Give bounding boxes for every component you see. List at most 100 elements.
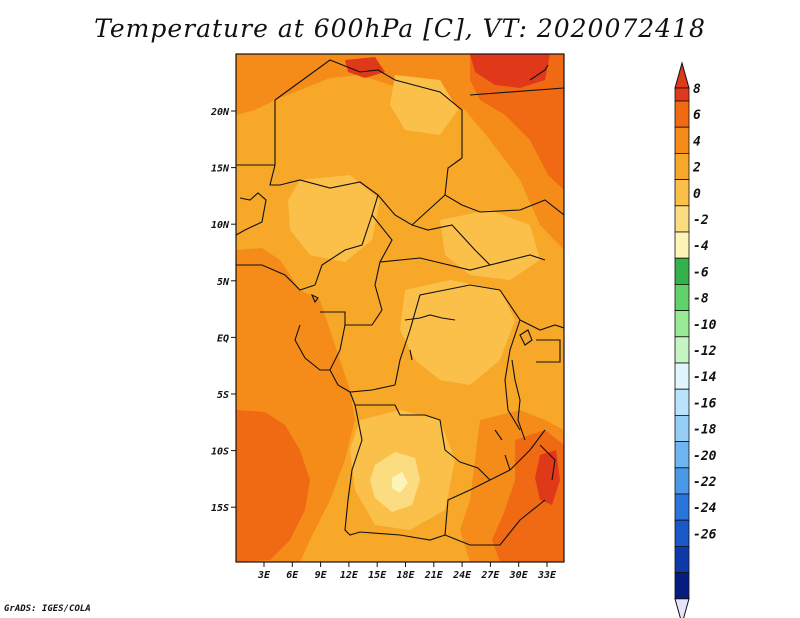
lon-tick-label: 18E (396, 570, 415, 581)
lake-3 (310, 293, 319, 304)
lat-tick-label: 15S (211, 503, 229, 514)
border-13 (394, 284, 501, 386)
latitude-ticks: 20N 15N 10N 5N EQ 5S 10S 15S (210, 107, 236, 514)
colorbar-swatch (674, 414, 690, 442)
colorbar-swatch (674, 388, 690, 416)
colorbar-label: -12 (693, 344, 717, 359)
river-3 (494, 429, 503, 441)
lat-tick-label: 15N (211, 164, 230, 175)
colorbar-label: 2 (692, 161, 701, 176)
colorbar-swatch (674, 231, 690, 259)
field-warm-southwest (236, 410, 310, 562)
field-cool-congo (400, 280, 515, 385)
lat-tick-label: 5S (217, 390, 229, 401)
colorbar-swatch (674, 283, 690, 311)
river-1 (409, 349, 413, 361)
border-19 (444, 499, 546, 546)
border-3 (444, 157, 564, 216)
border-10 (236, 192, 267, 236)
border-18 (459, 461, 491, 481)
colorbar-swatch (674, 257, 690, 285)
country-borders (236, 59, 564, 546)
map-frame (235, 53, 565, 563)
border-22 (469, 87, 564, 96)
field-warm-northeast (470, 54, 564, 190)
colorbar-label: -20 (693, 449, 717, 464)
colorbar-swatch (674, 152, 690, 180)
colorbar-label: 8 (693, 82, 701, 97)
lat-tick-label: 5N (217, 277, 230, 288)
grads-credit: GrADS: IGES/COLA (4, 604, 91, 614)
field-cool-north (390, 75, 458, 135)
colorbar-swatch (674, 205, 690, 233)
border-9 (236, 264, 316, 291)
border-14 (499, 289, 521, 431)
border-8 (379, 257, 491, 271)
field-warm-north (236, 54, 564, 250)
border-5 (377, 194, 446, 226)
colorbar-swatch (674, 87, 690, 102)
longitude-ticks: 3E 6E 9E 12E 15E 18E 21E 24E 27E 30E 33E (257, 562, 557, 581)
lat-tick-label: 20N (210, 107, 230, 118)
map-title: Temperature at 600hPa [C], VT: 202007241… (94, 14, 706, 43)
colorbar-swatch (674, 467, 690, 495)
border-4 (269, 164, 379, 286)
colorbar-bottom-arrow (674, 598, 690, 618)
temperature-field (236, 54, 564, 562)
coast-1 (294, 324, 330, 371)
field-hottest-southeast (535, 450, 560, 505)
field-cool-center (288, 175, 380, 262)
colorbar-label: -4 (693, 239, 709, 254)
lon-tick-label: 21E (424, 570, 444, 581)
colorbar-label: -18 (693, 423, 717, 438)
lon-tick-label: 15E (368, 570, 387, 581)
border-7 (411, 224, 546, 266)
colorbar-label: -2 (693, 213, 709, 228)
lon-tick-label: 27E (480, 570, 500, 581)
border-1 (274, 59, 463, 158)
lon-tick-label: 24E (452, 570, 472, 581)
colorbar-swatch (674, 572, 690, 600)
colorbar-swatch (674, 546, 690, 574)
lon-tick-label: 6E (286, 570, 299, 581)
field-pale-angola (392, 472, 408, 493)
border-23 (529, 64, 549, 81)
colorbar-label: -26 (693, 527, 717, 542)
colorbar-label: 4 (693, 134, 701, 149)
colorbar-label: -10 (693, 318, 717, 333)
lon-tick-label: 33E (537, 570, 557, 581)
colorbar-swatch (674, 100, 690, 128)
lon-tick-label: 9E (315, 570, 328, 581)
lon-tick-label: 3E (257, 570, 271, 581)
border-21 (536, 339, 561, 363)
lat-tick-label: 10S (211, 447, 229, 458)
lake-2 (539, 444, 556, 481)
colorbar-swatch (674, 441, 690, 469)
colorbar-swatch (674, 310, 690, 338)
colorbar-swatch (674, 362, 690, 390)
colorbar-swatch (674, 493, 690, 521)
colorbar-label: -6 (693, 265, 709, 280)
lat-tick-label: EQ (217, 333, 229, 344)
border-15 (349, 391, 461, 463)
colorbar-swatch (674, 179, 690, 207)
river-2 (404, 314, 456, 321)
colorbar-swatch (674, 126, 690, 154)
border-16 (344, 404, 446, 541)
colorbar-label: -14 (693, 370, 717, 385)
colorbar-swatch (674, 336, 690, 364)
lake-4 (519, 329, 533, 346)
colorbar: 8 6 4 2 0 -2 -4 -6 -8 -10 -12 -14 -16 -18 -20 -22 -24 -26 (674, 61, 717, 618)
colorbar-label: -16 (693, 396, 717, 411)
river-4 (504, 454, 511, 471)
colorbar-label: 0 (693, 187, 701, 202)
colorbar-top-arrow (674, 61, 690, 89)
lon-tick-label: 30E (509, 570, 529, 581)
lon-tick-label: 12E (340, 570, 359, 581)
border-20 (519, 319, 564, 331)
border-12 (329, 324, 396, 393)
colorbar-label: 6 (693, 108, 701, 123)
field-cool-east (440, 210, 540, 280)
colorbar-label: -22 (693, 475, 717, 490)
colorbar-label: -24 (693, 501, 717, 516)
